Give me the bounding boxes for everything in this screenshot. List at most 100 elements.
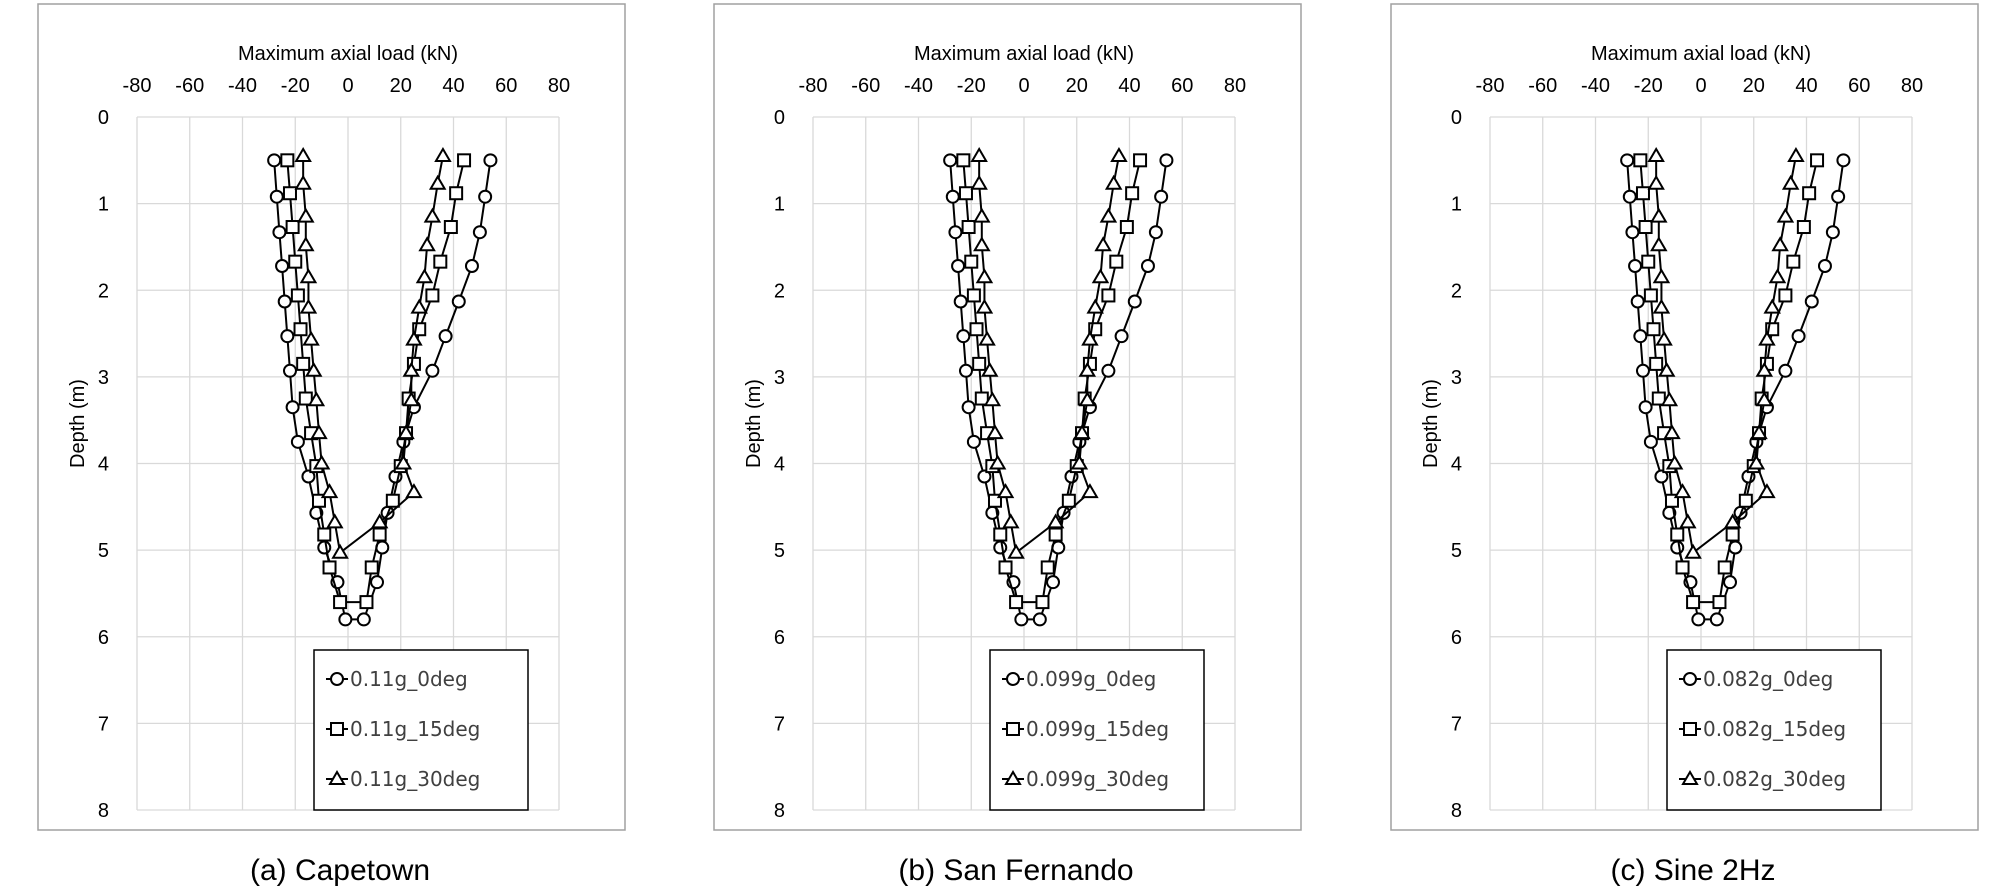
y-tick-label: 4 <box>98 454 109 476</box>
legend-label: 0.11g_30deg <box>350 767 480 791</box>
triangle-marker <box>297 207 315 223</box>
circle-marker <box>958 363 973 378</box>
triangle-marker <box>1650 207 1668 223</box>
circle-marker <box>356 612 371 627</box>
x-tick-label: 40 <box>1795 75 1817 97</box>
x-tick-label: 0 <box>342 75 353 97</box>
legend-label: 0.082g_15deg <box>1703 717 1846 741</box>
circle-marker <box>1638 400 1653 415</box>
circle-marker <box>1709 612 1724 627</box>
square-marker <box>1635 186 1650 201</box>
circle-marker <box>961 400 976 415</box>
x-tick-label: -80 <box>1476 75 1505 97</box>
square-marker <box>1810 153 1825 168</box>
triangle-marker <box>1787 146 1805 162</box>
circle-marker <box>451 294 466 309</box>
triangle-marker <box>1002 513 1020 529</box>
legend-label: 0.099g_0deg <box>1026 667 1156 691</box>
circle-marker <box>1817 258 1832 273</box>
legend-label: 0.082g_30deg <box>1703 767 1846 791</box>
square-marker <box>372 527 387 542</box>
triangle-marker <box>418 236 436 252</box>
circle-marker <box>1778 363 1793 378</box>
triangle-marker <box>428 174 447 190</box>
series <box>1647 146 1805 559</box>
square-marker <box>1633 153 1648 168</box>
square-marker <box>1725 527 1740 542</box>
panel-caption: (b) San Fernando <box>898 854 1133 887</box>
triangle-marker <box>1099 207 1118 223</box>
legend-label: 0.099g_30deg <box>1026 767 1169 791</box>
y-axis-title: Depth (m) <box>1420 379 1442 468</box>
square-marker <box>1061 493 1076 508</box>
legend-box <box>1666 649 1882 811</box>
circle-marker <box>483 153 498 168</box>
panel-caption: (c) Sine 2Hz <box>1610 854 1775 887</box>
circle-marker <box>282 363 297 378</box>
circle-marker <box>1635 363 1650 378</box>
triangle-marker <box>1755 361 1774 377</box>
series <box>294 146 452 559</box>
square-marker <box>956 153 971 168</box>
y-tick-label: 5 <box>774 540 785 562</box>
circle-marker <box>1723 575 1738 590</box>
square-marker <box>964 254 979 269</box>
triangle-marker <box>970 174 988 190</box>
square-marker <box>1641 254 1656 269</box>
circle-marker <box>338 612 353 627</box>
y-tick-label: 7 <box>1451 713 1462 735</box>
circle-marker <box>1622 189 1637 204</box>
triangle-marker <box>1723 513 1742 529</box>
chart-panel: -80 -60 -40 -20 0 20 40 60 80 0 1 2 3 4 5 6 7 8 Maximum ax… <box>713 3 1302 887</box>
triangle-marker <box>1046 513 1065 529</box>
square-marker <box>1643 288 1658 303</box>
circle-marker <box>464 258 479 273</box>
triangle-marker <box>402 391 421 407</box>
y-tick-label: 1 <box>774 194 785 216</box>
triangle-marker <box>1647 146 1665 162</box>
square-marker <box>1786 254 1801 269</box>
square-marker <box>1778 288 1793 303</box>
triangle-marker <box>1758 483 1776 499</box>
circle-marker <box>1670 540 1685 555</box>
square-marker <box>1009 595 1024 610</box>
triangle-marker <box>1070 454 1089 470</box>
x-tick-label: -20 <box>1634 75 1663 97</box>
circle-marker <box>275 258 290 273</box>
square-marker <box>290 288 305 303</box>
triangle-marker <box>1078 391 1097 407</box>
square-marker <box>296 356 311 371</box>
circle-marker <box>1654 469 1669 484</box>
triangle-marker <box>1647 174 1665 190</box>
triangle-marker <box>326 513 344 529</box>
triangle-marker <box>1684 543 1702 559</box>
triangle-marker <box>1750 424 1768 440</box>
legend-circle-icon <box>1683 672 1697 686</box>
y-tick-label: 2 <box>98 280 109 302</box>
square-marker <box>1646 322 1661 337</box>
triangle-marker <box>973 207 991 223</box>
triangle-marker <box>1747 454 1766 470</box>
square-marker <box>1638 220 1653 235</box>
triangle-marker <box>331 543 349 559</box>
y-tick-label: 0 <box>774 107 785 129</box>
triangle-marker <box>1650 236 1668 252</box>
legend-label: 0.082g_0deg <box>1703 667 1833 691</box>
legend-label: 0.099g_15deg <box>1026 717 1169 741</box>
triangle-marker <box>410 298 428 314</box>
square-marker <box>317 527 332 542</box>
x-tick-label: 60 <box>1171 75 1193 97</box>
circle-marker <box>269 189 284 204</box>
circle-marker <box>1140 258 1155 273</box>
square-marker <box>1796 220 1811 235</box>
x-axis-title: Maximum axial load (kN) <box>238 43 458 65</box>
circle-marker <box>943 153 958 168</box>
triangle-marker <box>370 513 389 529</box>
square-marker <box>288 254 303 269</box>
legend-box <box>989 649 1205 811</box>
square-marker <box>385 493 400 508</box>
square-marker <box>1040 560 1055 575</box>
square-marker <box>1649 356 1664 371</box>
triangle-marker <box>978 330 996 346</box>
square-marker <box>1125 186 1140 201</box>
